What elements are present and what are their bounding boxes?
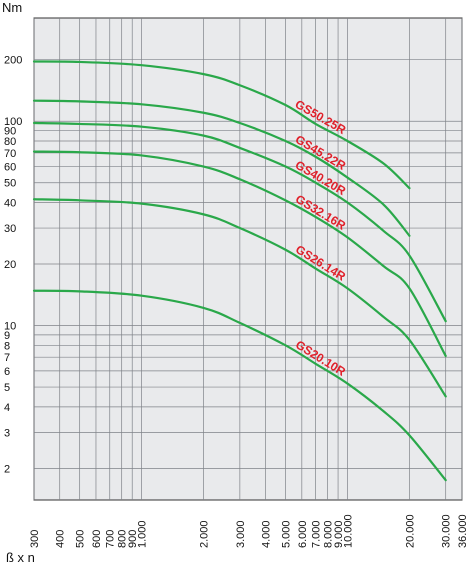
x-tick-label: 700 — [105, 530, 117, 548]
x-tick-label: 20.000 — [404, 514, 416, 548]
y-tick-label: 7 — [4, 352, 10, 364]
plot-area — [33, 17, 463, 501]
x-tick-label: 300 — [29, 530, 41, 548]
y-tick-label: 70 — [4, 148, 16, 160]
y-tick-label: 60 — [4, 162, 16, 174]
x-tick-label: 800 — [117, 530, 129, 548]
x-tick-label: 8.000 — [323, 520, 335, 548]
y-tick-label: 100 — [4, 116, 22, 128]
y-tick-label: 40 — [4, 198, 16, 210]
x-tick-label: 4.000 — [261, 520, 273, 548]
y-tick-label: 200 — [4, 55, 22, 67]
x-tick-label: 400 — [55, 530, 67, 548]
y-tick-label: 10 — [4, 321, 16, 333]
series-line-gs32-16r — [32, 150, 447, 358]
x-tick-label: 6.000 — [297, 520, 309, 548]
y-tick-label: 20 — [4, 259, 16, 271]
y-tick-label: 30 — [4, 223, 16, 235]
x-tick-label: 900 — [127, 530, 139, 548]
x-tick-label: 9.000 — [333, 520, 345, 548]
y-tick-label: 90 — [4, 126, 16, 138]
y-axis-title: Nm — [2, 0, 22, 15]
x-tick-label: 36.000 — [457, 514, 468, 548]
y-tick-label: 50 — [4, 178, 16, 190]
x-axis-title: ß x n — [6, 550, 35, 565]
y-tick-label: 6 — [4, 366, 10, 378]
series-line-gs40-20r — [32, 121, 447, 323]
series-line-gs26-14r — [32, 198, 447, 398]
x-tick-label: 10.000 — [342, 514, 354, 548]
x-tick-label: 7.000 — [311, 520, 323, 548]
series-line-gs50-25r — [32, 60, 411, 190]
y-tick-label: 9 — [4, 330, 10, 342]
x-tick-label: 1.000 — [137, 520, 149, 548]
y-tick-label: 2 — [4, 463, 10, 475]
x-tick-label: 30.000 — [441, 514, 453, 548]
x-tick-label: 5.000 — [281, 520, 293, 548]
x-tick-label: 3.000 — [235, 520, 247, 548]
x-tick-label: 600 — [91, 530, 103, 548]
x-tick-label: 500 — [75, 530, 87, 548]
y-tick-label: 5 — [4, 382, 10, 394]
y-tick-label: 80 — [4, 136, 16, 148]
y-tick-label: 4 — [4, 402, 10, 414]
y-tick-label: 3 — [4, 427, 10, 439]
x-tick-label: 2.000 — [199, 520, 211, 548]
series-line-gs45-22r — [32, 99, 411, 237]
y-tick-label: 8 — [4, 340, 10, 352]
series-line-gs20-10r — [32, 289, 447, 482]
